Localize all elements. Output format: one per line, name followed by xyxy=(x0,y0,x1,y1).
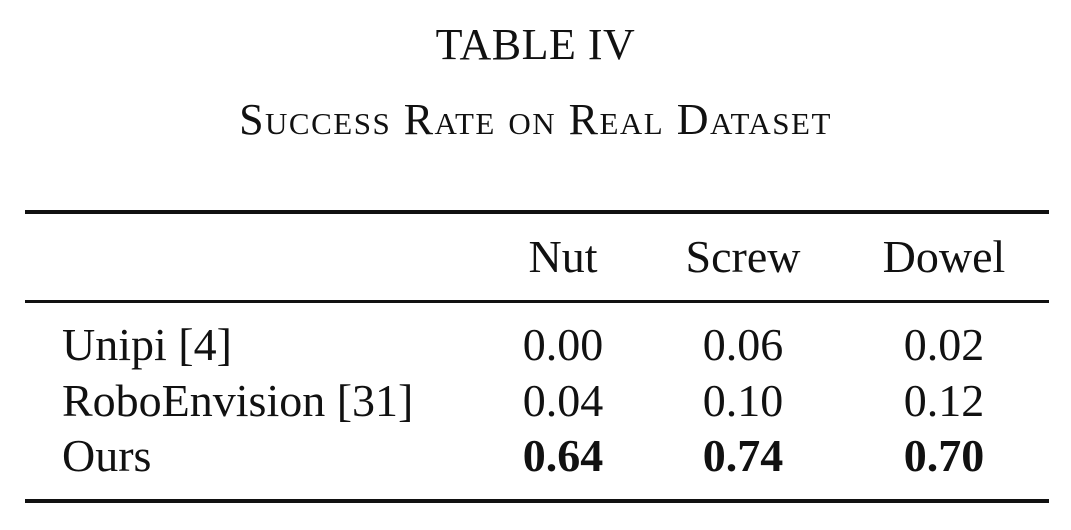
cell-ours-dowel: 0.70 xyxy=(903,430,985,481)
cell-roboenvision-nut: 0.04 xyxy=(522,375,604,426)
row-label-unipi: Unipi [4] xyxy=(62,319,232,370)
table-caption-number: TABLE IV xyxy=(435,20,636,69)
table-bottom-rule xyxy=(25,499,1049,503)
row-label-ours: Ours xyxy=(62,430,152,481)
column-header-dowel: Dowel xyxy=(882,231,1006,282)
table-header-rule xyxy=(25,300,1049,303)
cell-roboenvision-screw: 0.10 xyxy=(702,375,784,426)
cell-roboenvision-dowel: 0.12 xyxy=(903,375,985,426)
table-top-rule xyxy=(25,210,1049,214)
row-label-roboenvision: RoboEnvision [31] xyxy=(62,375,414,426)
cell-unipi-screw: 0.06 xyxy=(702,319,784,370)
cell-unipi-dowel: 0.02 xyxy=(903,319,985,370)
cell-ours-nut: 0.64 xyxy=(522,430,604,481)
table-caption-title: Success Rate on Real Dataset xyxy=(239,95,832,144)
cell-unipi-nut: 0.00 xyxy=(522,319,604,370)
column-header-screw: Screw xyxy=(685,231,801,282)
column-header-nut: Nut xyxy=(528,231,598,282)
cell-ours-screw: 0.74 xyxy=(702,430,784,481)
